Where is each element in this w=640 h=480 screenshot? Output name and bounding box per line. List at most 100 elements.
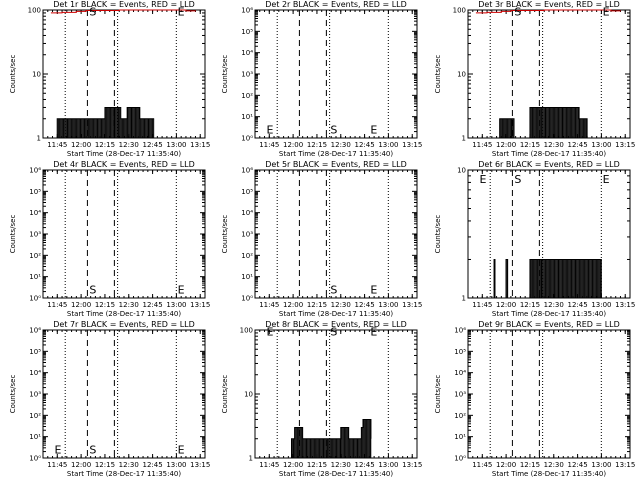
series-line <box>50 9 196 14</box>
x-tick-label: 11:45 <box>47 141 67 149</box>
y-tick-label: 10⁰ <box>29 455 41 463</box>
x-tick-label: 12:15 <box>307 301 327 309</box>
x-tick-label: 11:45 <box>472 141 492 149</box>
y-axis-label: Counts/sec <box>9 215 17 254</box>
y-tick-label: 100 <box>240 327 253 335</box>
x-tick-label: 12:30 <box>544 141 564 149</box>
start-marker: S <box>330 124 337 137</box>
x-tick-label: 12:30 <box>331 461 351 469</box>
y-tick-label: 10⁴ <box>29 209 41 217</box>
x-tick-label: 12:30 <box>544 461 564 469</box>
x-tick-label: 12:15 <box>520 141 540 149</box>
x-tick-label: 12:30 <box>331 141 351 149</box>
x-tick-label: 12:45 <box>142 141 162 149</box>
y-tick-label: 1 <box>462 295 466 303</box>
y-tick-label: 10² <box>241 92 253 100</box>
end-marker: E <box>55 444 62 457</box>
y-tick-label: 10⁰ <box>454 455 466 463</box>
x-tick-label: 12:30 <box>119 461 139 469</box>
end-marker: E <box>178 5 185 18</box>
x-tick-label: 13:00 <box>378 141 398 149</box>
panel-det-7: Det 7r BLACK = Events, RED = LLD 11:45 12:… <box>9 320 210 478</box>
x-tick-label: 12:15 <box>307 461 327 469</box>
panel-title: Det 3r BLACK = Events, RED = LLD <box>478 0 620 9</box>
plot-frame <box>42 169 206 299</box>
y-tick-label: 10⁴ <box>454 369 466 377</box>
y-tick-label: 10³ <box>241 71 253 79</box>
x-tick-label: 13:00 <box>378 461 398 469</box>
panel-title: Det 9r BLACK = Events, RED = LLD <box>478 320 620 329</box>
panel-det-4: Det 4r BLACK = Events, RED = LLD 11:45 12:… <box>9 160 210 318</box>
panel-title: Det 2r BLACK = Events, RED = LLD <box>265 0 407 9</box>
y-tick-label: 10⁴ <box>29 369 41 377</box>
start-marker: S <box>89 444 96 457</box>
x-axis-label: Start Time (28-Dec-17 11:35:40) <box>67 470 181 478</box>
x-tick-label: 12:00 <box>283 301 303 309</box>
y-tick-label: 10³ <box>454 391 466 399</box>
x-tick-label: 12:00 <box>71 461 91 469</box>
x-axis-label: Start Time (28-Dec-17 11:35:40) <box>492 150 606 158</box>
x-axis-label: Start Time (28-Dec-17 11:35:40) <box>492 310 606 318</box>
panel-det-1: Det 1r BLACK = Events, RED = LLD 11:45 12:… <box>9 0 210 158</box>
x-tick-label: 11:45 <box>259 141 279 149</box>
x-tick-label: 12:00 <box>71 301 91 309</box>
x-tick-label: 13:00 <box>166 141 186 149</box>
y-tick-label: 10² <box>29 252 41 260</box>
plot-frame <box>467 329 631 459</box>
x-tick-label: 12:00 <box>283 461 303 469</box>
x-tick-label: 12:15 <box>307 141 327 149</box>
panel-det-8: Det 8r BLACK = Events, RED = LLD 11:45 12:… <box>221 320 422 478</box>
plot-frame <box>254 169 418 299</box>
y-tick-label: 10³ <box>241 231 253 239</box>
x-tick-label: 12:45 <box>567 301 587 309</box>
end-marker: E <box>267 124 274 137</box>
x-tick-label: 12:45 <box>567 141 587 149</box>
y-tick-label: 10² <box>29 412 41 420</box>
x-axis-label: Start Time (28-Dec-17 11:35:40) <box>279 150 393 158</box>
panel-det-6: Det 6r BLACK = Events, RED = LLD 11:45 12:… <box>434 160 635 318</box>
x-tick-label: 12:15 <box>520 461 540 469</box>
x-tick-label: 13:15 <box>615 461 635 469</box>
x-tick-label: 12:00 <box>496 141 516 149</box>
y-tick-label: 10⁶ <box>241 7 253 15</box>
plot-frame <box>254 9 418 139</box>
x-tick-label: 11:45 <box>472 461 492 469</box>
y-axis-label: Counts/sec <box>9 55 17 94</box>
panel-det-5: Det 5r BLACK = Events, RED = LLD 11:45 12:… <box>221 160 422 318</box>
x-tick-label: 13:00 <box>591 301 611 309</box>
panel-title: Det 4r BLACK = Events, RED = LLD <box>53 160 195 169</box>
x-tick-label: 11:45 <box>47 461 67 469</box>
x-tick-label: 12:45 <box>142 301 162 309</box>
start-marker: S <box>330 325 337 338</box>
y-tick-label: 100 <box>453 7 466 15</box>
x-tick-label: 12:15 <box>95 141 115 149</box>
x-tick-label: 11:45 <box>472 301 492 309</box>
end-marker: E <box>178 444 185 457</box>
x-tick-label: 13:15 <box>615 141 635 149</box>
y-tick-label: 10⁵ <box>241 188 253 196</box>
end-marker: E <box>370 325 377 338</box>
y-tick-label: 10⁵ <box>29 188 41 196</box>
y-axis-label: Counts/sec <box>9 375 17 414</box>
panel-det-9: Det 9r BLACK = Events, RED = LLD 11:45 12:… <box>434 320 635 478</box>
panel-det-3: Det 3r BLACK = Events, RED = LLD 11:45 12:… <box>434 0 635 158</box>
y-tick-label: 10³ <box>29 231 41 239</box>
x-tick-label: 13:15 <box>190 301 210 309</box>
x-tick-label: 12:00 <box>496 301 516 309</box>
y-tick-label: 10⁶ <box>454 327 466 335</box>
end-marker: E <box>370 124 377 137</box>
x-tick-label: 13:15 <box>190 461 210 469</box>
x-tick-label: 12:15 <box>520 301 540 309</box>
y-tick-label: 10 <box>32 71 41 79</box>
end-marker: E <box>603 173 610 186</box>
x-axis-label: Start Time (28-Dec-17 11:35:40) <box>492 470 606 478</box>
x-tick-label: 12:15 <box>95 301 115 309</box>
x-tick-label: 13:00 <box>591 461 611 469</box>
x-tick-label: 13:00 <box>166 461 186 469</box>
x-tick-label: 12:00 <box>496 461 516 469</box>
y-tick-label: 10⁶ <box>29 167 41 175</box>
x-tick-label: 12:45 <box>354 141 374 149</box>
x-tick-label: 12:30 <box>119 301 139 309</box>
start-marker: S <box>514 173 521 186</box>
y-tick-label: 10 <box>457 71 466 79</box>
